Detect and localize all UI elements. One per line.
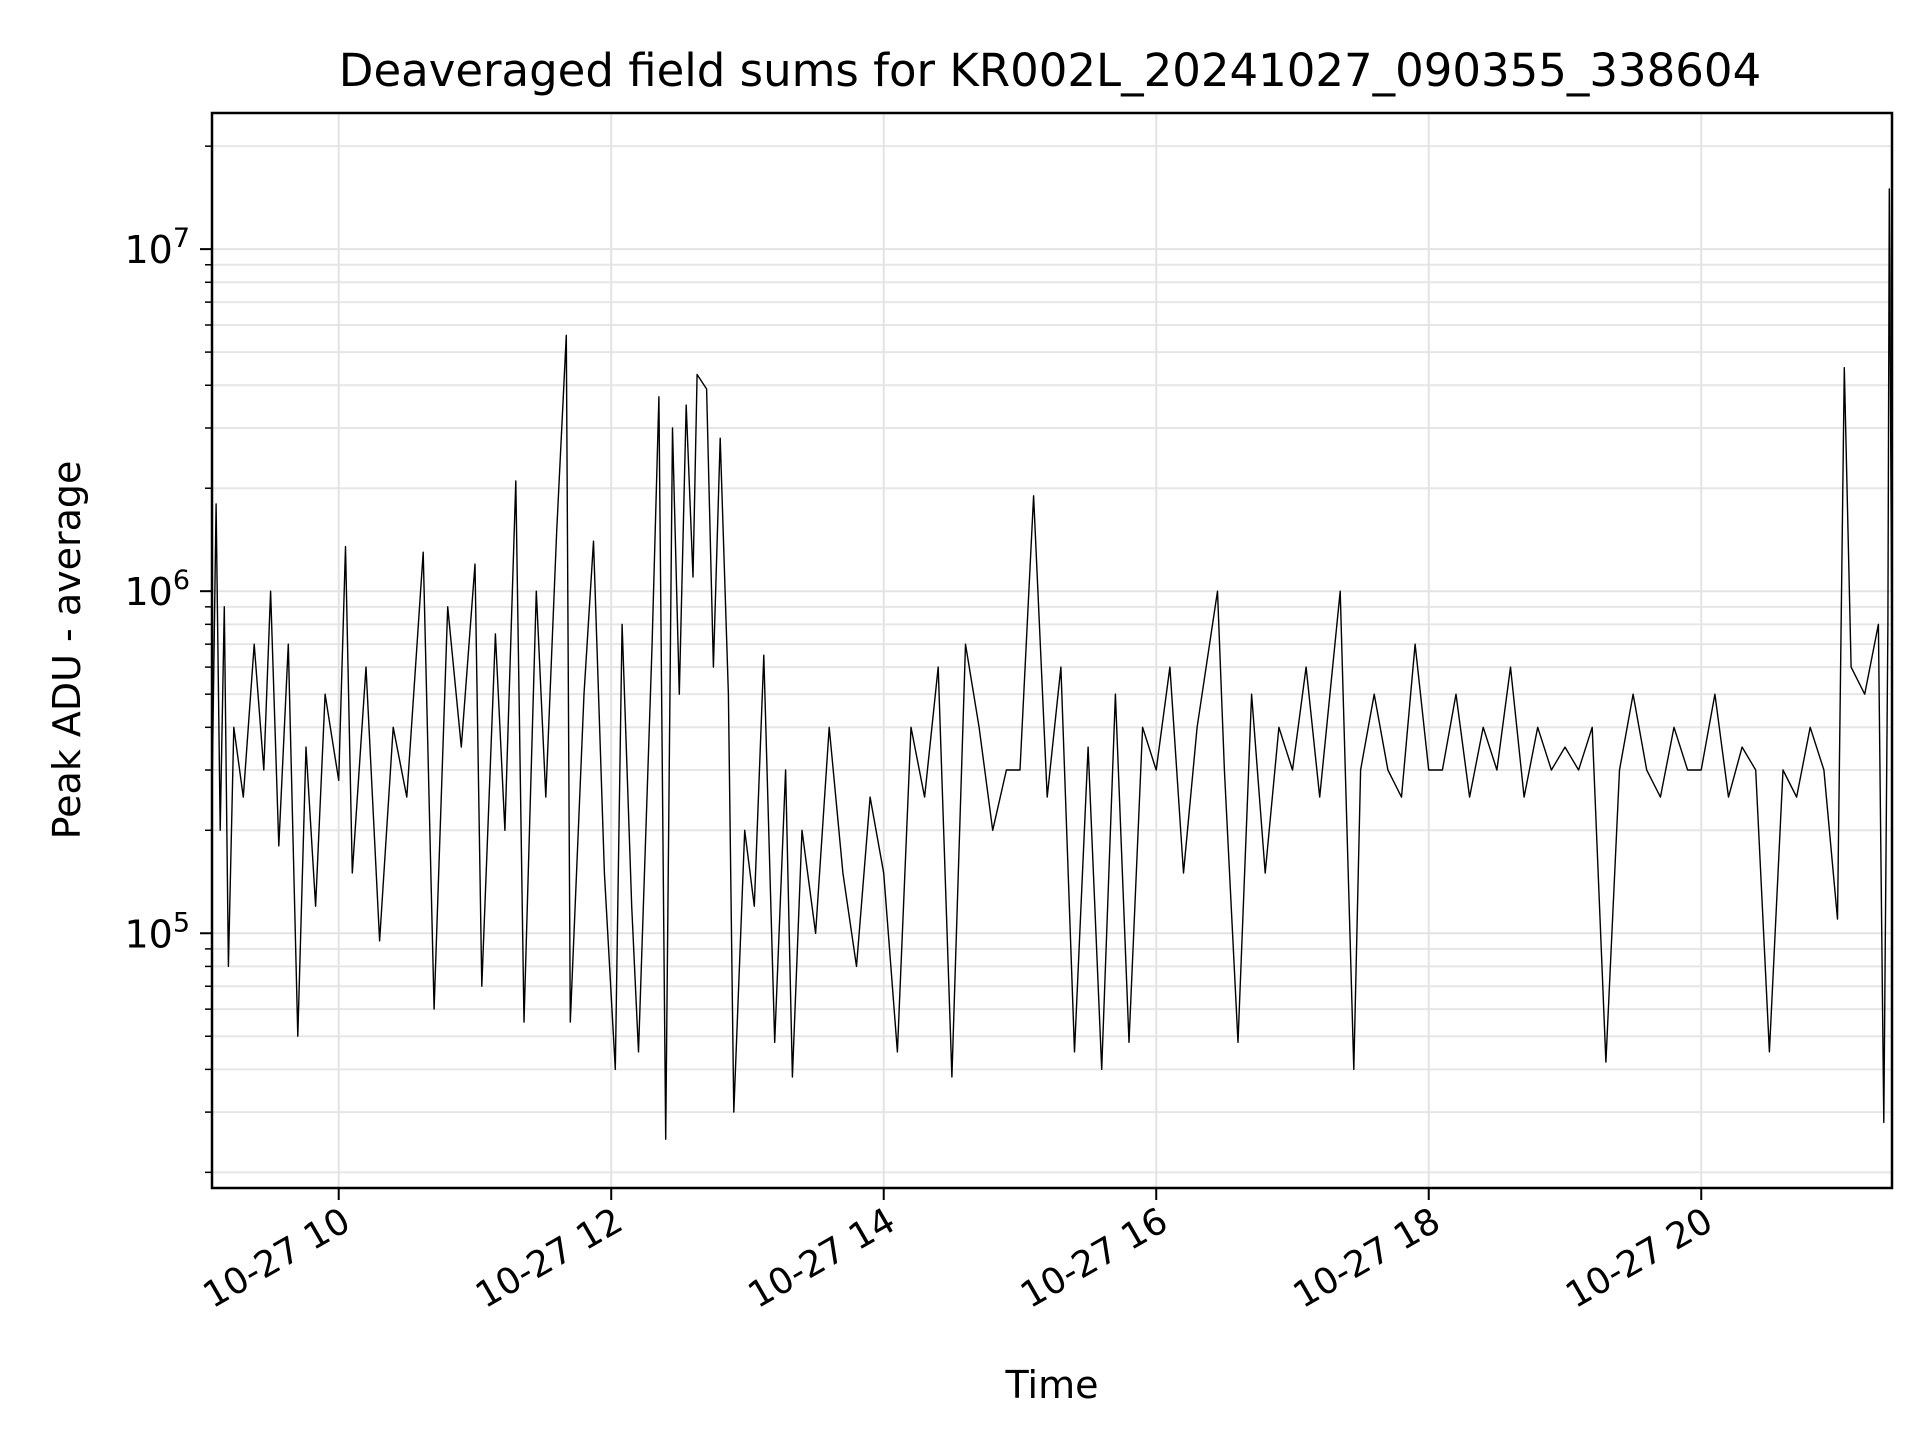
minor-gridlines: [212, 145, 1892, 1174]
y-tick-label: 106: [124, 565, 190, 614]
chart-title: Deaveraged field sums for KR002L_2024102…: [339, 44, 1761, 97]
plot-frame: [210, 111, 1894, 1190]
x-axis-label: Time: [1005, 1363, 1099, 1407]
major-gridlines: [212, 113, 1892, 1188]
series-group: [211, 188, 1893, 1140]
y-axis-label: Peak ADU - average: [45, 461, 89, 840]
series-line: [211, 188, 1893, 1140]
